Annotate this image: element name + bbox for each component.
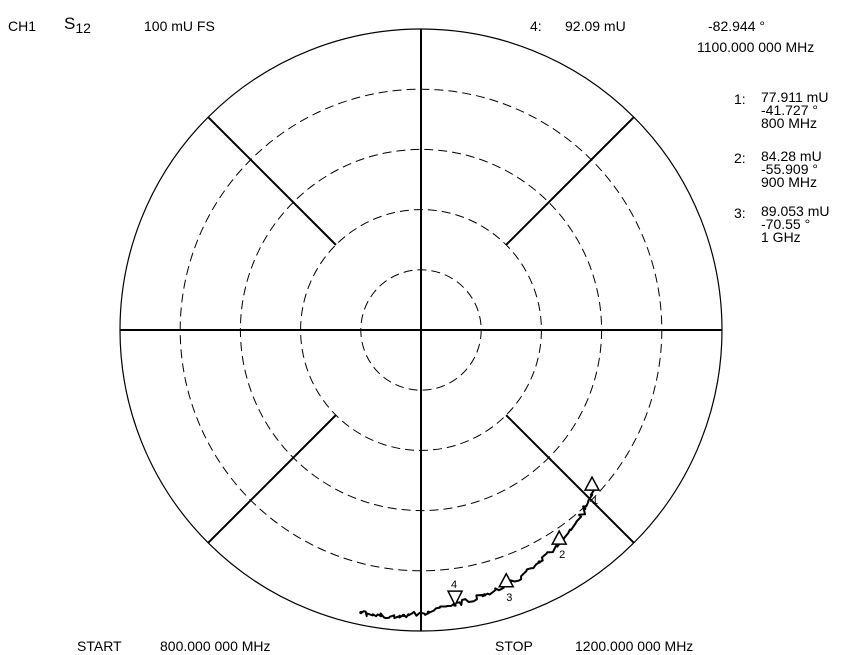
marker-phase: -41.727 °: [761, 102, 818, 118]
s-parameter-subscript: 12: [75, 20, 91, 36]
stop-frequency: 1200.000 000 MHz: [575, 638, 694, 654]
marker-4-label: 4: [451, 579, 457, 591]
marker-2-label: 2: [559, 549, 565, 561]
trace-point: [537, 560, 541, 564]
marker-index: 3:: [734, 205, 746, 221]
marker-phase: -70.55 °: [761, 216, 811, 232]
diagonal-spoke: [207, 414, 337, 544]
marker-index: 2:: [734, 150, 746, 166]
active-marker-phase: -82.944 °: [708, 18, 765, 34]
marker-magnitude: 89.053 mU: [761, 203, 830, 219]
diagonal-spoke: [207, 116, 337, 246]
s-parameter-base: S: [64, 14, 76, 33]
trace-point: [359, 611, 363, 615]
marker-phase: -55.909 °: [761, 161, 818, 177]
marker-values: 84.28 mU -55.909 ° 900 MHz: [761, 148, 822, 190]
active-marker-magnitude: 92.09 mU: [565, 18, 626, 34]
polar-grid: [119, 28, 723, 632]
active-marker-index: 4:: [530, 18, 542, 34]
diagonal-spoke: [505, 414, 635, 544]
marker-2-triangle: [550, 529, 568, 545]
diagonal-spoke: [505, 116, 635, 246]
stop-label: STOP: [495, 638, 533, 654]
s-parameter-label: S12: [64, 14, 91, 36]
marker-3-label: 3: [506, 592, 512, 604]
trace-point: [426, 610, 430, 614]
trace-point: [379, 614, 383, 618]
marker-frequency: 1 GHz: [761, 229, 801, 245]
trace-point: [583, 507, 587, 511]
start-frequency: 800.000 000 MHz: [160, 638, 271, 654]
marker-values: 77.911 mU -41.727 ° 800 MHz: [761, 89, 829, 131]
marker-frequency: 800 MHz: [761, 115, 818, 131]
scale-label: 100 mU FS: [144, 18, 215, 34]
marker-1-triangle: [583, 475, 601, 491]
active-marker-frequency: 1100.000 000 MHz: [697, 39, 815, 55]
marker-index: 1:: [734, 91, 746, 107]
marker-magnitude: 77.911 mU: [761, 89, 829, 105]
marker-magnitude: 84.28 mU: [761, 148, 822, 164]
trace-point: [401, 613, 406, 618]
marker-1-label: 1: [592, 495, 598, 507]
marker-layer: 1 2 3 4: [446, 475, 601, 607]
marker-4-triangle: [446, 590, 464, 607]
trace-point: [483, 593, 487, 597]
marker-frequency: 900 MHz: [761, 174, 818, 190]
marker-values: 89.053 mU -70.55 ° 1 GHz: [761, 203, 830, 245]
start-label: START: [77, 638, 122, 654]
channel-label: CH1: [8, 18, 37, 34]
marker-3-triangle: [498, 572, 515, 588]
trace-line: [360, 485, 597, 620]
